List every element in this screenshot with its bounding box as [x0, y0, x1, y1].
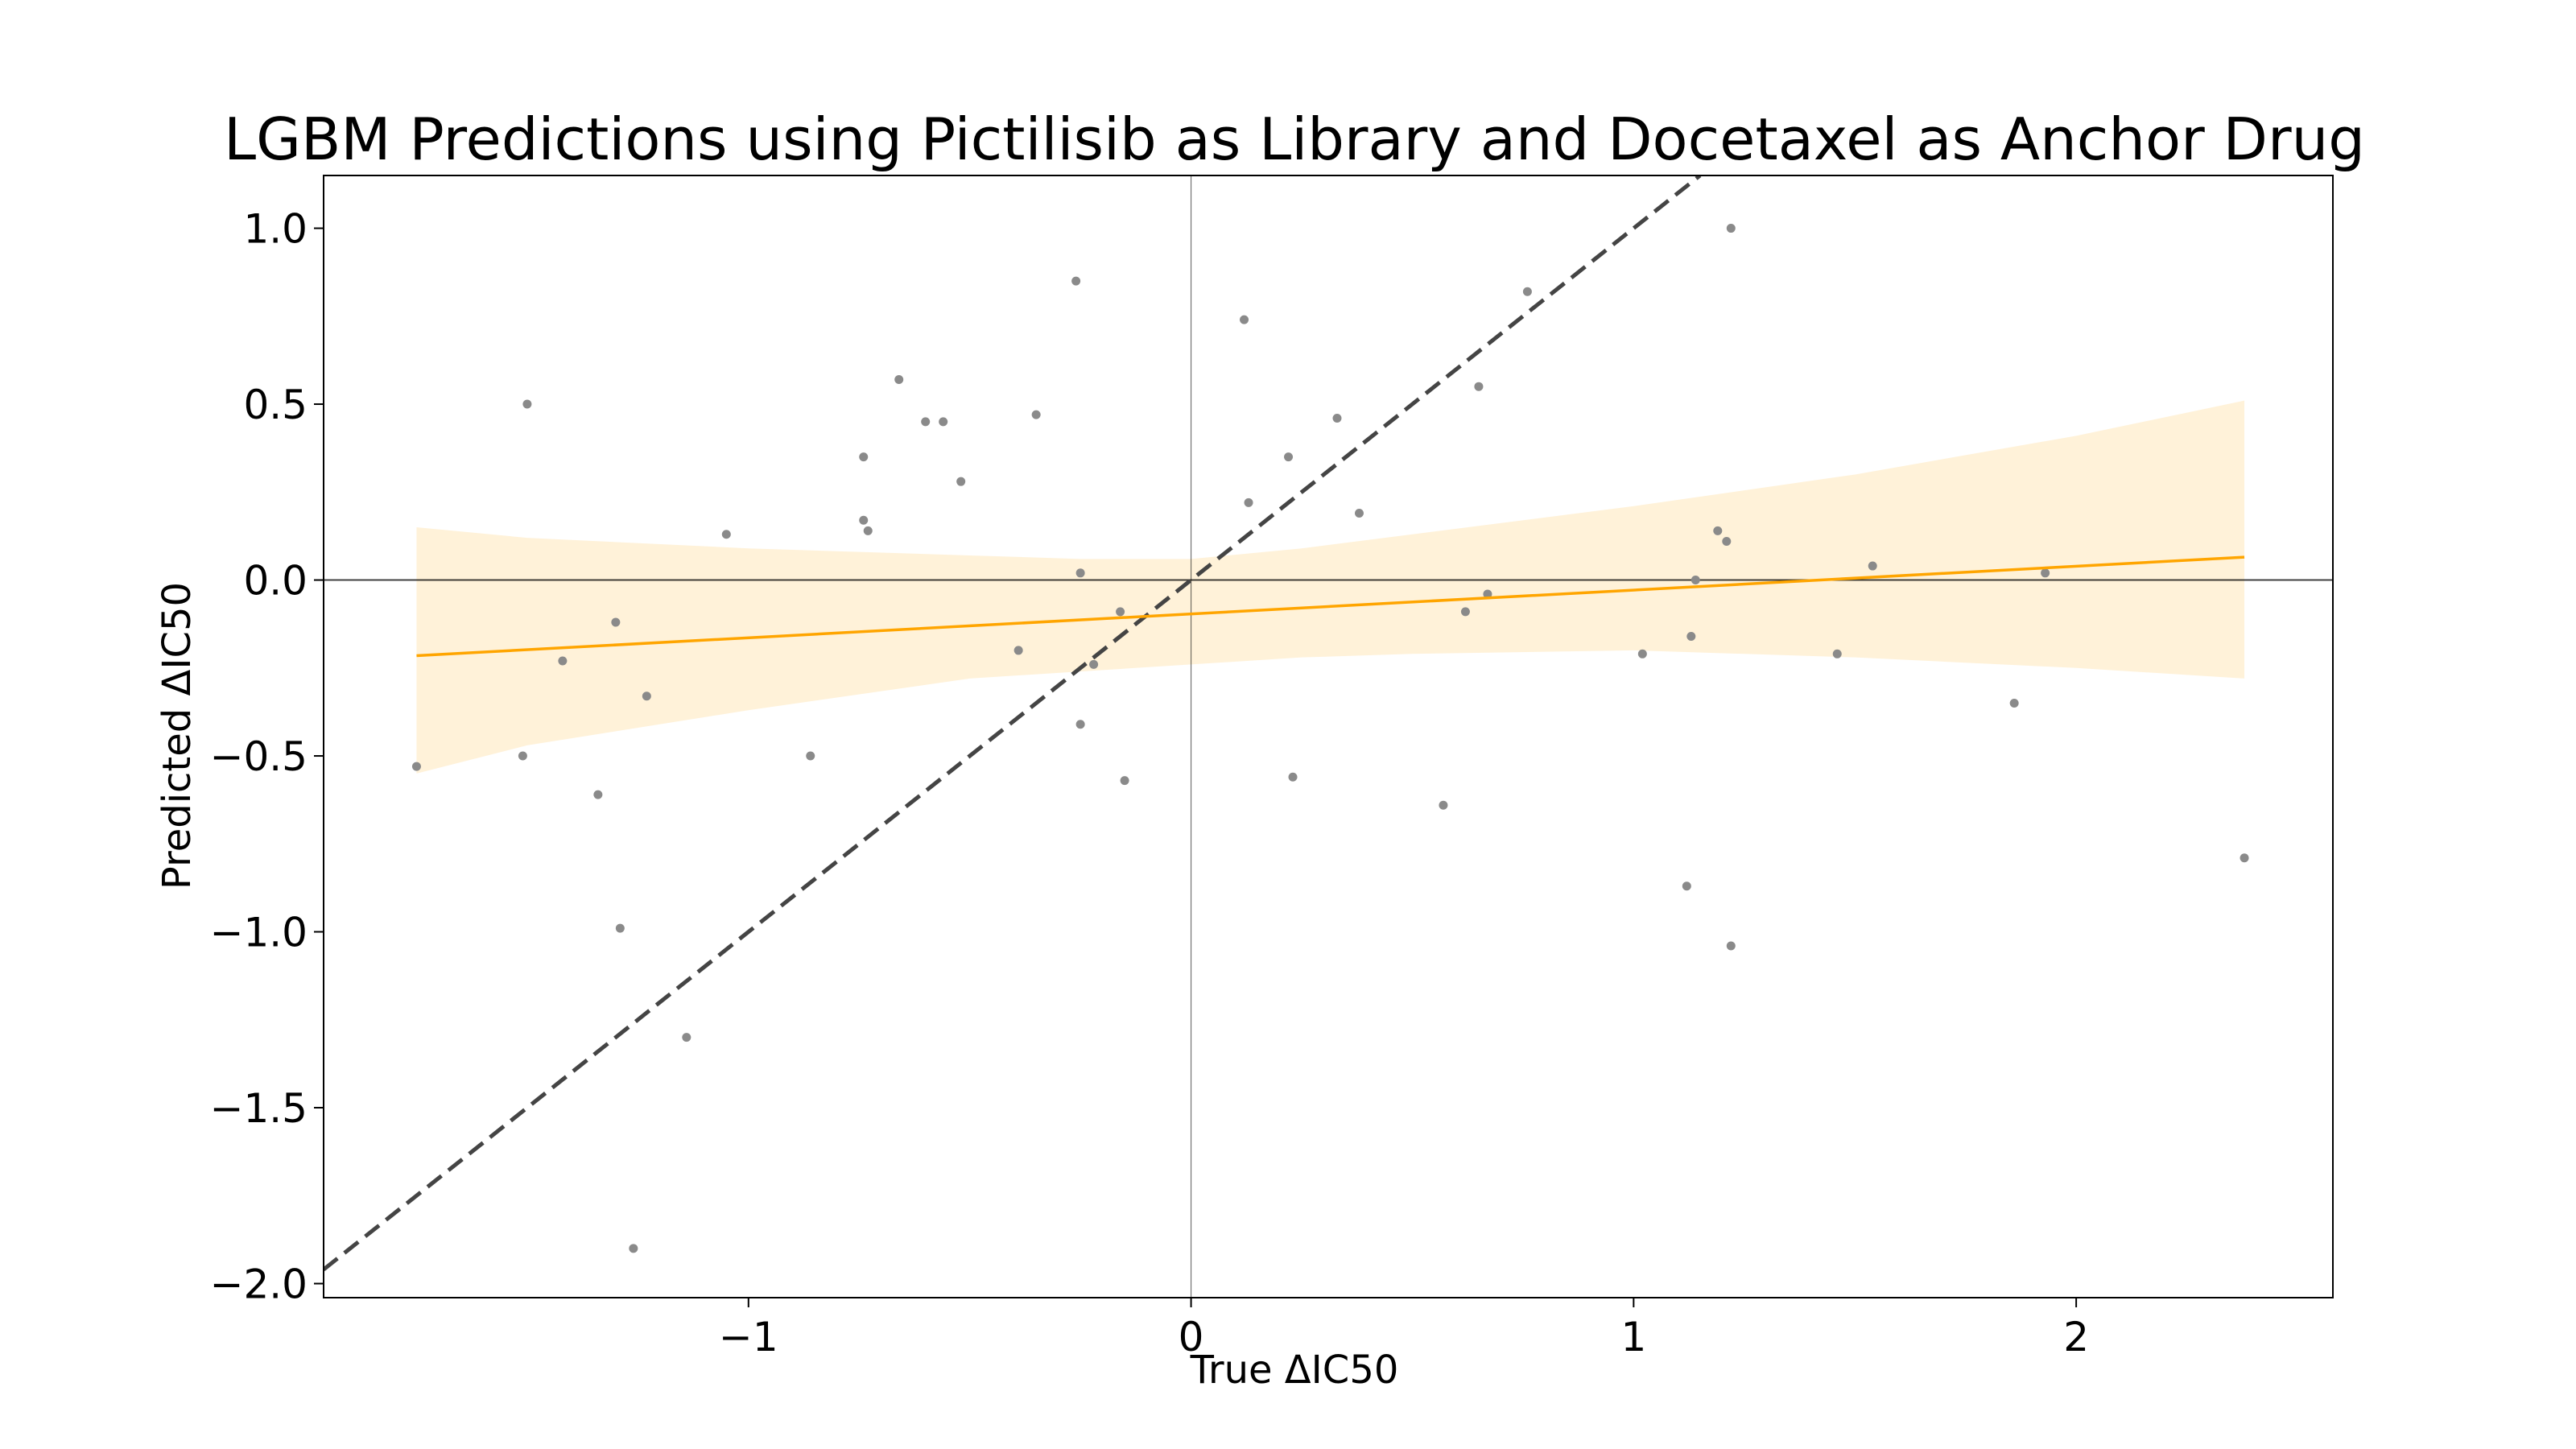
data-point: [939, 417, 948, 427]
data-point: [1240, 315, 1249, 324]
data-point: [518, 751, 527, 761]
data-point: [921, 417, 931, 427]
data-point: [411, 762, 421, 771]
data-point: [1244, 497, 1253, 507]
y-tick-label: 1.0: [243, 206, 308, 253]
data-point: [806, 751, 815, 761]
data-point: [1071, 276, 1081, 286]
data-point: [629, 1244, 638, 1253]
data-point: [1726, 224, 1736, 233]
x-tick-label: −1: [719, 1314, 778, 1360]
data-point: [956, 477, 966, 486]
y-tick-label: 0.0: [243, 558, 308, 605]
data-point: [1089, 659, 1099, 669]
data-point: [1116, 607, 1125, 617]
data-point: [642, 691, 651, 701]
data-point: [2009, 698, 2019, 708]
y-tick-label: −1.0: [210, 910, 308, 956]
x-axis-label: True ΔIC50: [1190, 1348, 1399, 1393]
data-point: [611, 617, 621, 627]
data-point: [721, 530, 731, 539]
data-point: [863, 526, 873, 535]
x-tick-label: 2: [2063, 1314, 2089, 1360]
confidence-band: [416, 400, 2245, 774]
data-point: [2240, 853, 2249, 863]
data-point: [1439, 800, 1448, 810]
data-point: [2041, 568, 2050, 578]
data-point: [859, 452, 869, 462]
plot-frame: [323, 175, 2334, 1298]
y-tick-label: 0.5: [243, 382, 308, 428]
data-point: [1460, 607, 1470, 617]
y-tick-label: −0.5: [210, 733, 308, 780]
data-point: [1713, 526, 1723, 535]
data-point: [682, 1033, 691, 1042]
plot-area: −1 0 1 2 −2.0 −1.5 −1.0 −0.5 0.0 0.5 1.0: [210, 175, 2334, 1360]
data-point: [894, 374, 904, 384]
data-point: [615, 923, 625, 933]
y-axis-label: Predicted ΔIC50: [155, 582, 200, 890]
data-point: [859, 515, 869, 525]
data-point: [1686, 631, 1696, 641]
data-point: [1284, 452, 1294, 462]
data-point: [1722, 536, 1732, 546]
identity-line: [324, 175, 1702, 1271]
regression-line: [416, 555, 2245, 658]
data-point: [558, 656, 568, 666]
data-point: [1637, 649, 1647, 658]
data-point: [1474, 382, 1484, 391]
data-point: [1013, 646, 1023, 655]
data-point: [1075, 720, 1085, 729]
data-point: [1075, 568, 1085, 578]
x-tick-label: 1: [1620, 1314, 1646, 1360]
data-point: [1690, 576, 1700, 585]
data-point: [1332, 414, 1342, 423]
data-point: [1868, 561, 1877, 571]
x-tick-label: 0: [1179, 1314, 1204, 1360]
data-point: [1031, 410, 1041, 419]
plot-content: [324, 175, 2333, 1298]
data-point: [1726, 941, 1736, 951]
data-point: [522, 399, 532, 409]
data-point: [1522, 287, 1532, 296]
data-point: [1832, 649, 1842, 658]
y-tick-label: −2.0: [210, 1261, 308, 1308]
data-point: [1483, 589, 1492, 599]
data-point: [1354, 509, 1364, 518]
data-point: [593, 790, 603, 799]
chart-title: LGBM Predictions using Pictilisib as Lib…: [224, 105, 2365, 173]
data-point: [1120, 776, 1129, 786]
y-tick-label: −1.5: [210, 1085, 308, 1132]
data-point: [1682, 881, 1691, 891]
data-point: [1288, 772, 1298, 782]
